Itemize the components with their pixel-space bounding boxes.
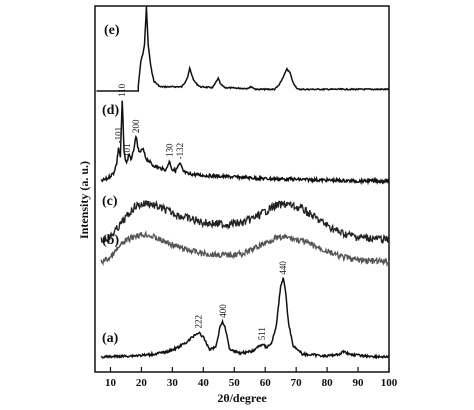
peak-label-222: 222	[194, 315, 204, 329]
series-line-c	[100, 199, 390, 245]
peak-label-200: 200	[131, 119, 141, 133]
peak-label-101: 101	[122, 144, 132, 158]
series-line-d	[100, 100, 390, 186]
x-tick-label-60: 60	[260, 377, 272, 389]
series-line-a	[100, 277, 390, 360]
peak-label-130: 130	[164, 143, 174, 157]
y-axis-label: Intensity (a. u.)	[77, 161, 91, 239]
peak-label-440: 440	[278, 261, 288, 275]
x-tick-label-10: 10	[105, 377, 117, 389]
x-tick-label-50: 50	[229, 377, 241, 389]
x-tick-label-90: 90	[353, 377, 365, 389]
peak-label-400: 400	[218, 304, 228, 318]
series-label-d: (d)	[102, 103, 119, 118]
plot-frame	[94, 5, 390, 373]
x-tick-label-30: 30	[167, 377, 179, 389]
series-line-e	[96, 6, 390, 92]
series-line-b	[100, 230, 390, 268]
x-tick-label-70: 70	[291, 377, 303, 389]
peak-label-neg132: -132	[175, 143, 185, 160]
series-label-e: (e)	[104, 23, 120, 38]
series-label-c: (c)	[102, 194, 118, 209]
series-label-a: (a)	[102, 331, 119, 346]
series-layer	[96, 6, 390, 360]
peak-label-110: 110	[117, 83, 127, 97]
x-axis-label: 2θ/degree	[217, 391, 267, 405]
peak-label-neg101: -101	[114, 127, 124, 144]
x-tick-label-100: 100	[381, 377, 398, 389]
x-tick-label-20: 20	[136, 377, 148, 389]
x-tick-label-40: 40	[198, 377, 210, 389]
peak-label-511: 511	[257, 327, 267, 340]
x-tick-label-80: 80	[322, 377, 334, 389]
series-label-b: (b)	[102, 233, 119, 248]
x-axis-ticks: 10 20 30 40 50 60 70 80 90 100	[105, 367, 398, 389]
